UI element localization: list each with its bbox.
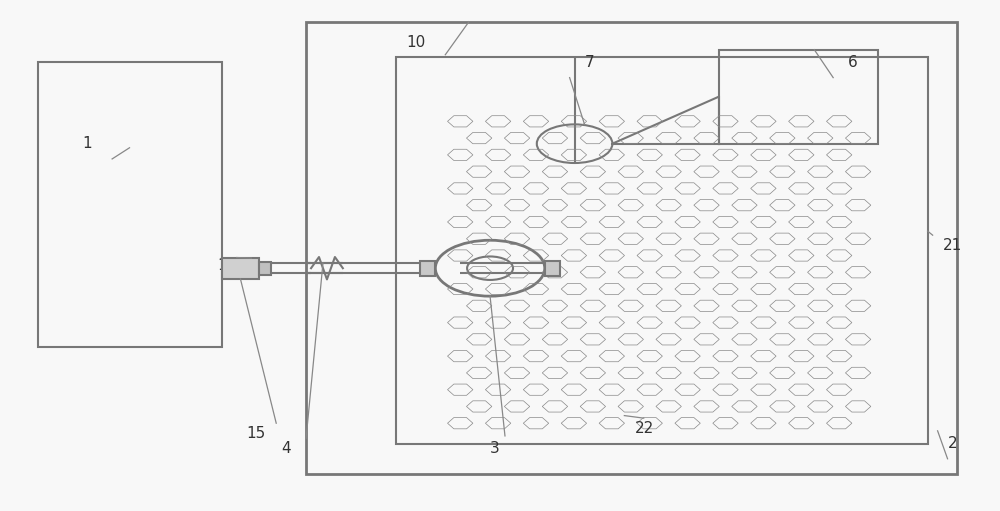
Bar: [259, 262, 271, 274]
Text: 3: 3: [490, 441, 500, 456]
Text: 4: 4: [281, 441, 291, 456]
Bar: [306, 22, 957, 474]
Bar: [719, 50, 878, 144]
Bar: [420, 261, 435, 276]
Bar: [545, 261, 560, 276]
Bar: [222, 258, 259, 279]
Text: 7: 7: [585, 55, 594, 70]
Text: 15: 15: [247, 426, 266, 441]
Text: 22: 22: [635, 421, 654, 436]
Text: 14: 14: [217, 258, 236, 273]
Text: 6: 6: [848, 55, 858, 70]
Bar: [396, 57, 928, 444]
Text: 1: 1: [82, 136, 92, 151]
Text: 10: 10: [406, 35, 425, 50]
Text: 2: 2: [948, 436, 957, 451]
Text: 21: 21: [943, 238, 962, 253]
Bar: [38, 62, 222, 347]
